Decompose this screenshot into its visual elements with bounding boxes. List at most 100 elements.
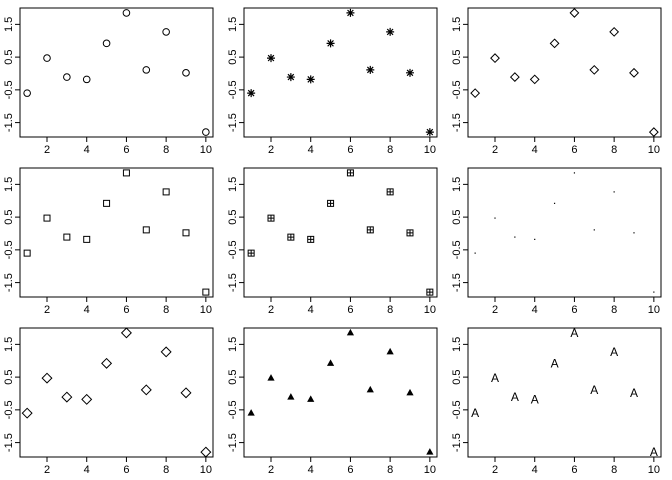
x-tick-label: 6 — [123, 304, 129, 316]
y-tick-label: -0.5 — [3, 240, 15, 259]
y-tick-label: 0.5 — [451, 209, 463, 224]
point — [247, 409, 255, 416]
point — [81, 393, 93, 405]
panel: 2 4 6 8 10 -1.5 -0.5 0.5 1.5 — [227, 7, 438, 156]
point — [267, 374, 275, 381]
y-tick-label: 1.5 — [3, 17, 15, 32]
x-tick-label: 4 — [532, 464, 538, 476]
x-tick-label: 10 — [200, 464, 212, 476]
x-tick-label: 10 — [424, 304, 436, 316]
x-tick-label: 8 — [163, 464, 169, 476]
point — [307, 395, 315, 402]
point — [346, 169, 354, 177]
y-tick-label: -0.5 — [227, 240, 239, 259]
x-tick-label: 10 — [648, 144, 660, 156]
x-tick-label: 4 — [308, 304, 314, 316]
point — [589, 64, 600, 75]
plot-frame — [19, 327, 214, 458]
point — [470, 88, 481, 99]
point — [43, 214, 51, 222]
y-tick-label: 0.5 — [3, 49, 15, 64]
x-tick-label: 8 — [611, 464, 617, 476]
point — [306, 75, 315, 84]
plot-frame — [467, 167, 662, 298]
y-tick-label: 0.5 — [451, 49, 463, 64]
point — [267, 54, 276, 63]
point — [494, 217, 496, 219]
x-tick-label: 4 — [532, 304, 538, 316]
point — [593, 229, 595, 231]
point — [326, 359, 335, 366]
point — [162, 28, 170, 36]
y-tick-label: 1.5 — [227, 177, 239, 192]
point: A — [471, 406, 479, 420]
point — [553, 202, 556, 204]
x-tick-label: 2 — [44, 304, 50, 316]
y-tick-label: 1.5 — [227, 17, 239, 32]
plot-frame — [467, 7, 662, 138]
point — [613, 191, 615, 193]
point — [609, 26, 620, 37]
panel: 2 4 6 8 10 -1.5 -0.5 0.5 1.5 — [3, 167, 214, 316]
point — [267, 214, 275, 222]
point — [366, 385, 374, 393]
y-tick-label: 0.5 — [3, 369, 15, 384]
point — [180, 387, 192, 399]
y-tick-label: 1.5 — [3, 177, 15, 192]
point — [386, 27, 395, 36]
point — [534, 238, 536, 240]
y-tick-label: 1.5 — [227, 337, 239, 352]
x-tick-label: 2 — [492, 464, 498, 476]
plot-frame — [243, 327, 438, 458]
plot-frame — [243, 167, 438, 298]
x-tick-label: 4 — [532, 144, 538, 156]
x-tick-label: 8 — [387, 144, 393, 156]
x-tick-label: 10 — [648, 304, 660, 316]
point — [386, 188, 394, 196]
point: A — [610, 345, 618, 359]
point: A — [630, 386, 638, 400]
point — [405, 68, 414, 77]
y-tick-label: 0.5 — [227, 369, 239, 384]
panel: 2 4 6 8 10 -1.5 -0.5 0.5 1.5 — [3, 7, 214, 156]
y-tick-label: -1.5 — [3, 273, 15, 292]
point — [426, 288, 434, 296]
point — [200, 446, 212, 458]
point — [386, 347, 394, 355]
panel: 2 4 6 8 10 -1.5 -0.5 0.5 1.5 — [227, 327, 438, 476]
point: A — [511, 390, 519, 404]
y-tick-label: -0.5 — [227, 400, 239, 419]
point — [23, 249, 31, 257]
point — [426, 448, 434, 455]
point — [202, 288, 210, 296]
point — [182, 69, 190, 77]
point — [629, 67, 639, 78]
x-tick-label: 2 — [492, 144, 498, 156]
x-tick-label: 6 — [571, 464, 577, 476]
y-tick-label: -1.5 — [451, 113, 463, 132]
x-tick-label: 4 — [84, 464, 90, 476]
point: A — [551, 356, 559, 370]
plot-frame — [19, 7, 214, 138]
y-tick-label: 0.5 — [451, 369, 463, 384]
point — [247, 249, 255, 257]
x-tick-label: 10 — [424, 144, 436, 156]
point — [21, 407, 33, 419]
panel: 2 4 6 8 10 -1.5 -0.5 0.5 1.5 — [451, 167, 662, 316]
point — [182, 229, 190, 237]
point — [633, 232, 635, 234]
point — [366, 65, 375, 74]
point — [61, 391, 73, 403]
point — [102, 39, 111, 48]
y-tick-label: 1.5 — [451, 17, 463, 32]
y-tick-label: -1.5 — [3, 113, 15, 132]
point — [648, 127, 659, 137]
x-tick-label: 6 — [347, 144, 353, 156]
point — [653, 291, 655, 293]
x-tick-label: 10 — [648, 464, 660, 476]
y-tick-label: -0.5 — [227, 80, 239, 99]
y-tick-label: -0.5 — [451, 400, 463, 419]
x-tick-label: 4 — [84, 304, 90, 316]
x-tick-label: 4 — [84, 144, 90, 156]
point — [43, 54, 51, 62]
